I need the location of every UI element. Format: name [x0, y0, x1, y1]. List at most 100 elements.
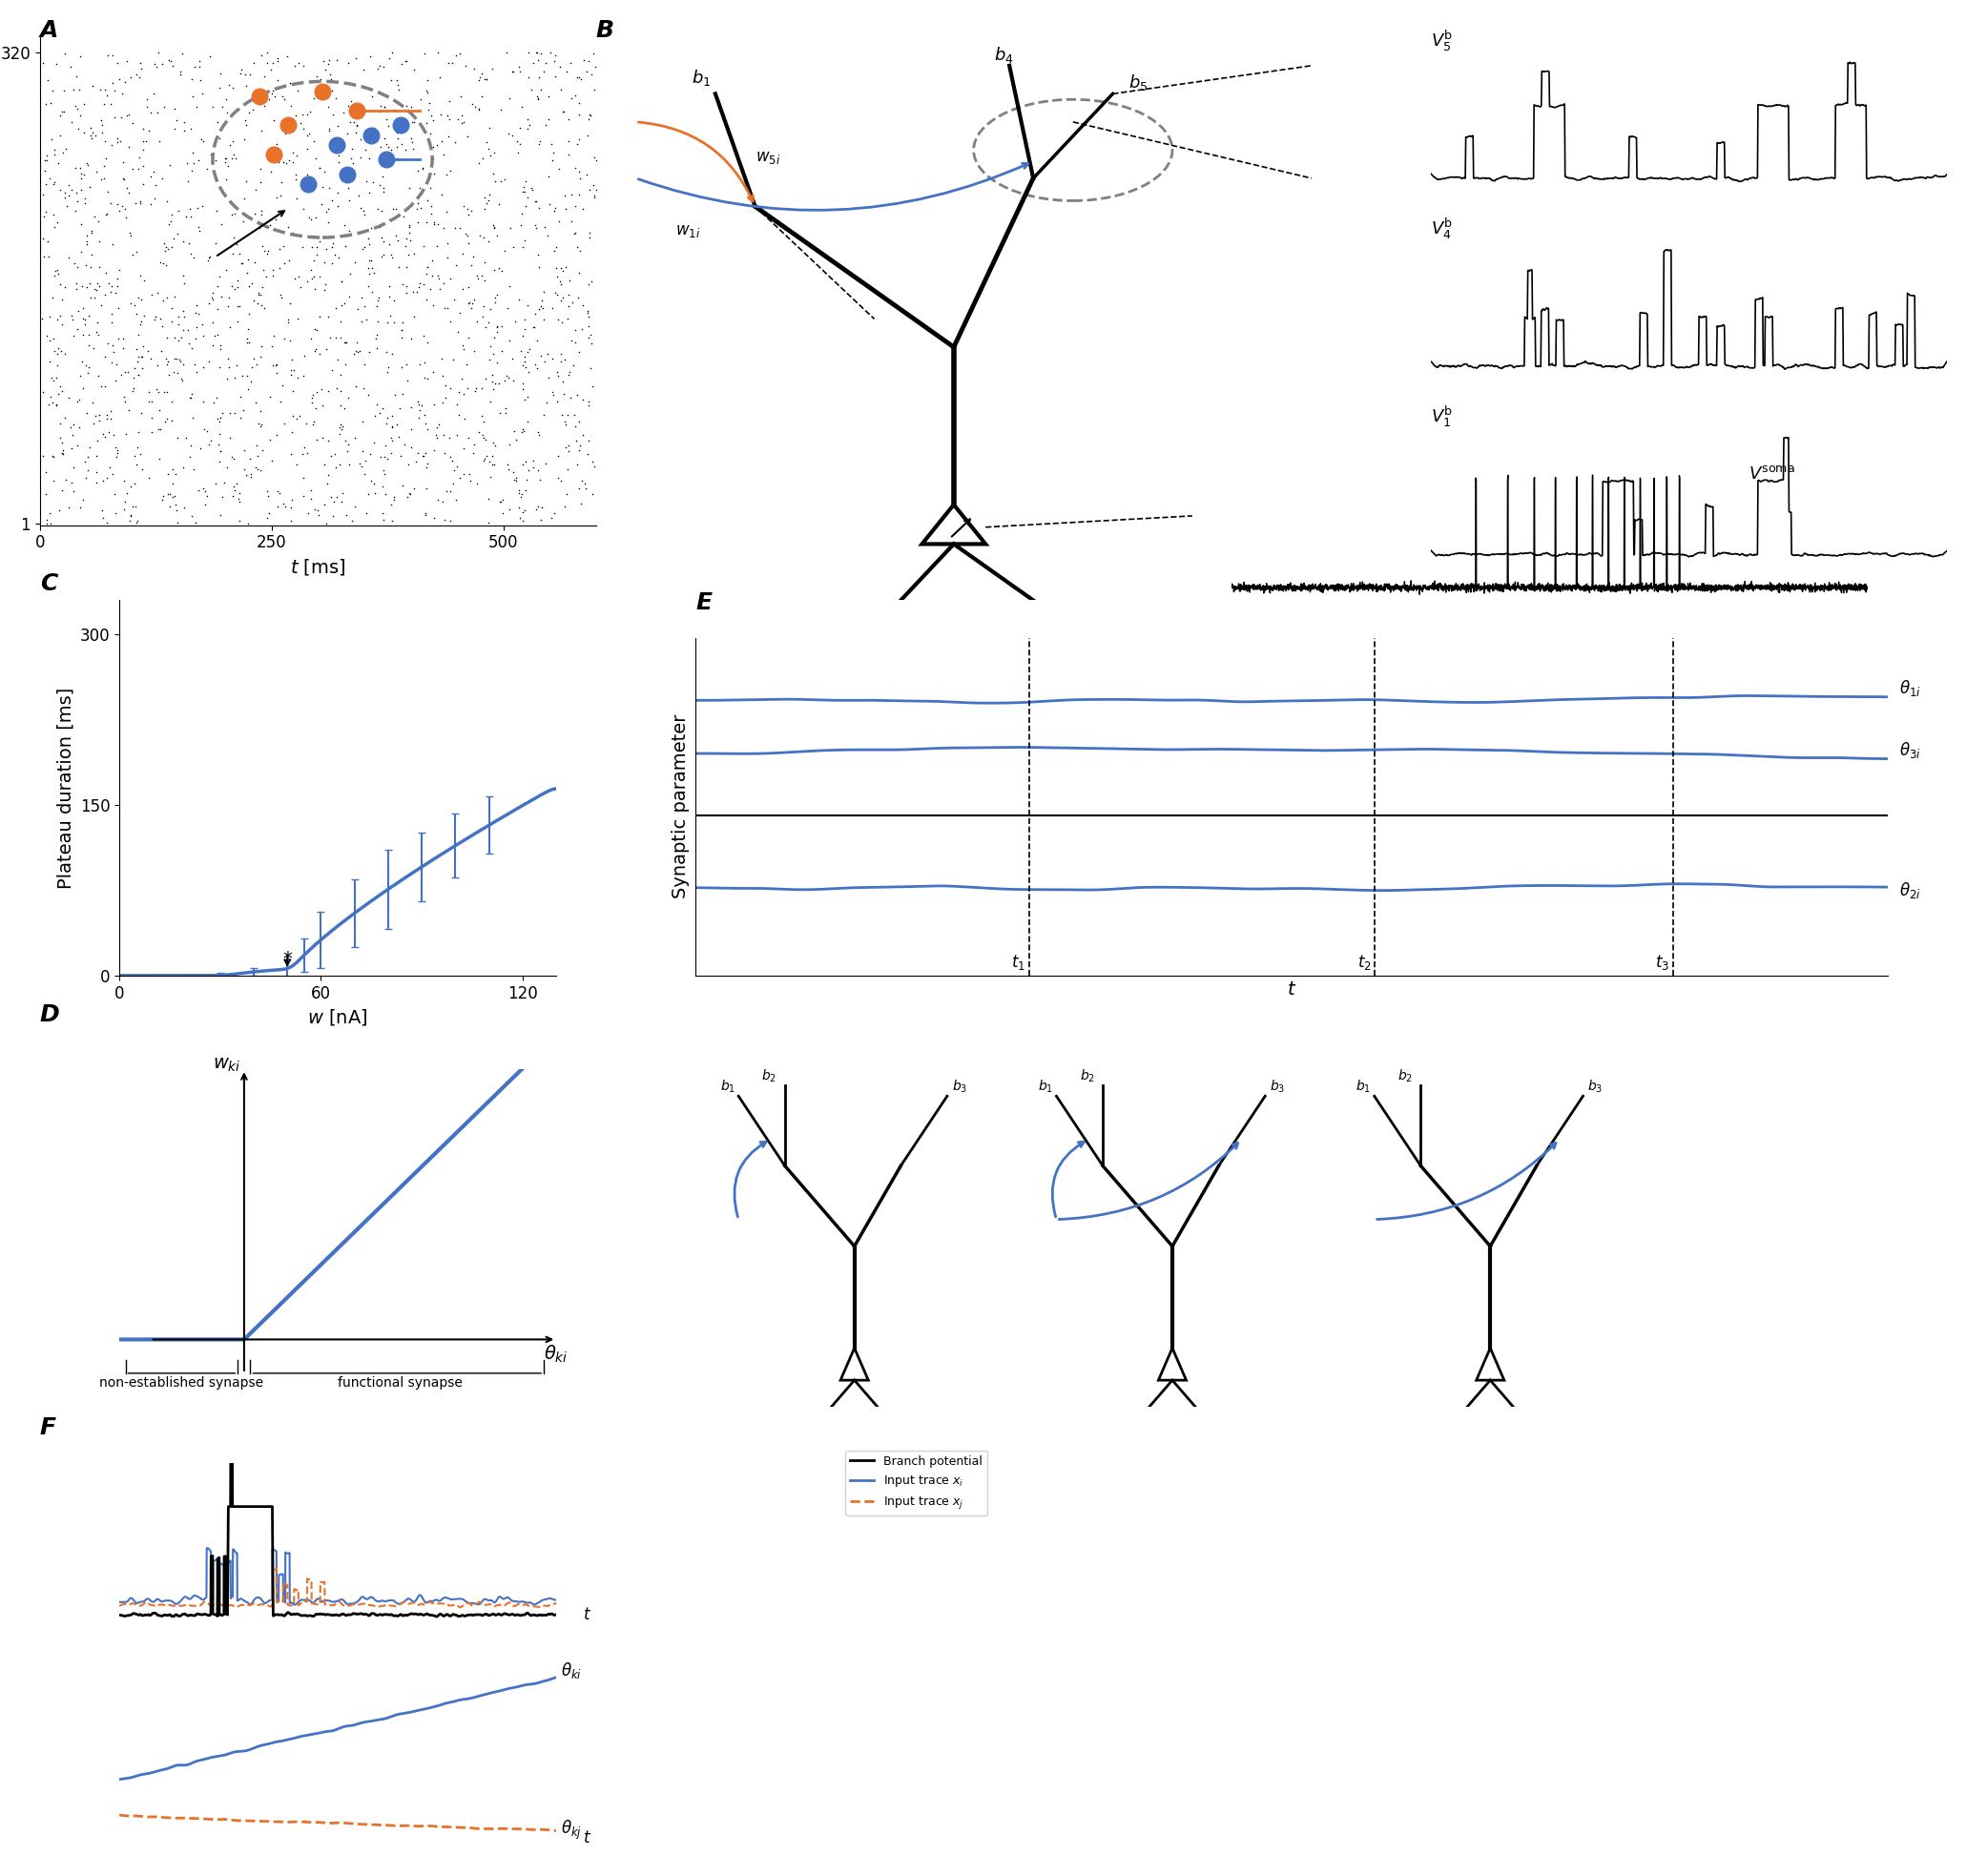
Point: [127, 169, 159, 199]
Point: [342, 109, 374, 139]
Point: [151, 234, 183, 265]
Point: [276, 218, 308, 248]
Point: [429, 505, 461, 535]
Point: [205, 58, 236, 88]
Point: [364, 96, 395, 126]
Point: [382, 116, 413, 146]
Point: [578, 171, 610, 201]
Point: [50, 465, 81, 495]
Point: [115, 221, 147, 251]
Point: [395, 92, 427, 122]
Point: [447, 107, 479, 137]
Point: [366, 90, 397, 120]
Point: [246, 195, 278, 225]
Point: [46, 310, 77, 340]
Point: [242, 409, 274, 439]
Point: [28, 201, 60, 231]
Point: [336, 148, 368, 178]
Point: [262, 146, 294, 176]
Point: [38, 201, 70, 231]
Point: [479, 323, 511, 353]
Point: [393, 173, 425, 203]
Point: [529, 212, 560, 242]
Point: [151, 377, 183, 407]
Point: [558, 400, 590, 430]
Point: [310, 197, 342, 227]
Point: [523, 129, 554, 159]
Point: [411, 415, 443, 445]
Point: [229, 454, 260, 484]
Point: [123, 62, 155, 92]
Point: [77, 201, 109, 231]
Point: [56, 467, 87, 497]
Point: [493, 493, 525, 523]
Point: [109, 418, 141, 448]
Point: [66, 158, 97, 188]
Point: [362, 332, 393, 362]
Point: [99, 499, 131, 529]
Branch potential: [533, 1604, 556, 1626]
Point: [352, 223, 383, 253]
Point: [507, 92, 538, 122]
Point: [62, 296, 93, 326]
Point: [38, 366, 70, 396]
Point: [566, 420, 598, 450]
Point: [469, 407, 501, 437]
Point: [77, 332, 109, 362]
Point: [362, 306, 393, 336]
Point: [85, 109, 117, 139]
Point: [72, 229, 103, 259]
Point: [268, 84, 300, 114]
Point: [229, 206, 260, 236]
Point: [517, 75, 548, 105]
Point: [383, 75, 415, 105]
Point: [34, 163, 66, 193]
Point: [481, 347, 513, 377]
Point: [165, 56, 197, 86]
Point: [240, 349, 272, 379]
Point: [546, 283, 578, 313]
Point: [272, 308, 304, 338]
Point: [34, 499, 66, 529]
Point: [437, 456, 469, 486]
Point: [362, 116, 393, 146]
Point: [141, 38, 173, 68]
Point: [393, 478, 425, 508]
Point: [572, 426, 604, 456]
Point: [523, 456, 554, 486]
Point: [234, 60, 266, 90]
Point: [167, 315, 199, 345]
Point: [453, 287, 485, 317]
Point: [288, 193, 320, 223]
Point: [157, 469, 189, 499]
Point: [215, 424, 246, 454]
Point: [91, 176, 123, 206]
Point: [332, 118, 364, 148]
Point: [72, 150, 103, 180]
Point: [334, 259, 366, 289]
Point: [348, 291, 380, 321]
Point: [401, 386, 433, 416]
Point: [258, 105, 290, 135]
Point: [189, 490, 221, 520]
Point: [536, 137, 568, 167]
Point: [282, 75, 314, 105]
Point: [191, 416, 223, 446]
Point: [423, 38, 455, 68]
Point: [421, 424, 453, 454]
Point: [380, 221, 411, 251]
Point: [42, 206, 74, 236]
Point: [427, 360, 459, 390]
Point: [219, 199, 250, 229]
Point: [70, 184, 101, 214]
Point: [525, 126, 556, 156]
Point: [242, 441, 274, 471]
Point: [542, 463, 574, 493]
Point: [358, 478, 389, 508]
Point: [533, 83, 564, 113]
Point: [133, 463, 165, 493]
Point: [366, 242, 397, 272]
Point: [119, 188, 151, 218]
Point: [300, 424, 332, 454]
Point: [437, 47, 469, 77]
